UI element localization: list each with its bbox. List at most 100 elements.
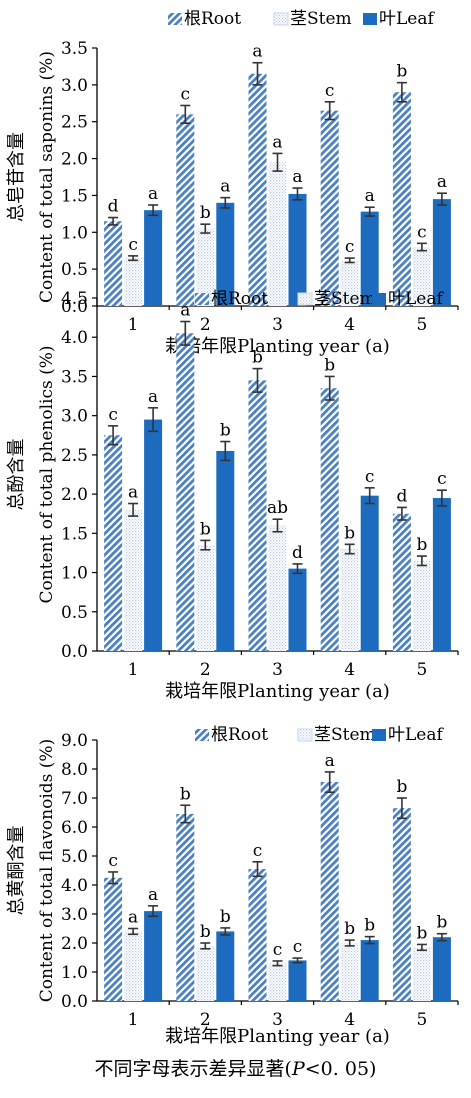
- y-tick-label-4: 2.0: [61, 150, 88, 170]
- y-tick-label-0: 0.0: [61, 297, 88, 317]
- bar-s1-c3: [248, 73, 267, 306]
- significance-letter-s3-c4: c: [365, 467, 375, 487]
- significance-letter-s1-c5: b: [396, 62, 407, 82]
- y-tick-label-2: 1.0: [61, 564, 88, 584]
- bar-s1-c1: [104, 221, 123, 306]
- y-tick-label-0: 0.0: [61, 992, 88, 1012]
- significance-letter-s1-c4: c: [325, 81, 335, 101]
- significance-letter-s1-c5: b: [396, 777, 407, 797]
- significance-letter-s1-c3: a: [252, 42, 262, 62]
- x-tick-label-2: 3: [272, 660, 283, 680]
- bar-s2-c1: [124, 509, 143, 651]
- bar-s2-c2: [196, 945, 215, 1001]
- significance-letter-s2-c5: b: [416, 535, 427, 555]
- legend: 根Root 茎Stem 叶Leaf: [168, 9, 435, 29]
- bar-s2-c3: [268, 963, 287, 1001]
- significance-letter-s2-c4: c: [345, 237, 355, 257]
- chart-panel-2: 根Root 茎Stem 叶Leaf 0.0 0.5 1.0 1.5 2.0 2.5 3.0 3.5 4…: [6, 289, 459, 702]
- bar-s2-c2: [196, 545, 215, 651]
- significance-letter-s2-c3: ab: [267, 498, 288, 518]
- legend-label-1: 根Root: [184, 9, 241, 29]
- significance-letter-s2-c5: c: [417, 222, 427, 242]
- legend-swatch-3: [363, 13, 377, 25]
- legend-swatch-2: [273, 12, 289, 26]
- charts-group: 根Root 茎Stem 叶Leaf 0.0 0.5 1.0 1.5 2.0 2.5 3.0 3.5 1…: [6, 9, 459, 1047]
- significance-letter-s3-c1: a: [148, 184, 158, 204]
- significance-letter-s3-c5: a: [437, 172, 447, 192]
- bar-s3-c2: [216, 450, 235, 651]
- significance-letter-s1-c1: c: [108, 851, 118, 871]
- y-tick-label-6: 3.0: [61, 76, 88, 96]
- significance-letter-s2-c2: b: [200, 203, 211, 223]
- y-axis-label-line-1: 总酚含量: [6, 439, 27, 511]
- y-tick-label-0: 0.0: [61, 642, 88, 662]
- bar-s2-c5: [412, 560, 431, 651]
- legend: 根Root 茎Stem 叶Leaf: [195, 725, 444, 745]
- significance-letter-s3-c2: a: [220, 177, 230, 197]
- bar-s2-c1: [124, 931, 143, 1001]
- legend-swatch-2: [297, 728, 313, 742]
- bar-s3-c4: [360, 211, 379, 306]
- bar-s3-c1: [144, 419, 163, 651]
- significance-letter-s1-c3: c: [253, 841, 263, 861]
- y-tick-label-6: 3.0: [61, 407, 88, 427]
- legend-swatch-1: [195, 729, 209, 741]
- x-tick-label-3: 4: [344, 315, 355, 335]
- significance-letter-s1-c2: b: [180, 784, 191, 804]
- y-tick-label-3: 1.5: [61, 186, 88, 206]
- y-tick-label-1: 1.0: [61, 963, 88, 983]
- significance-letter-s2-c1: a: [128, 483, 138, 503]
- x-tick-label-2: 3: [272, 1010, 283, 1030]
- bar-s3-c1: [144, 911, 163, 1001]
- legend-label-3: 叶Leaf: [388, 725, 444, 745]
- significance-letter-s2-c4: b: [344, 919, 355, 939]
- legend-swatch-3: [372, 729, 386, 741]
- y-tick-label-3: 1.5: [61, 524, 88, 544]
- significance-letter-s2-c2: b: [200, 922, 211, 942]
- significance-letter-s1-c4: a: [325, 751, 335, 771]
- significance-letter-s3-c2: b: [220, 907, 231, 927]
- y-tick-label-7: 3.5: [61, 39, 88, 59]
- legend-label-3: 叶Leaf: [388, 289, 444, 309]
- significance-letter-s1-c5: d: [396, 486, 407, 506]
- legend-swatch-3: [372, 293, 386, 305]
- bar-s2-c5: [412, 247, 431, 306]
- significance-letter-s3-c4: a: [365, 186, 375, 206]
- legend-label-1: 根Root: [211, 289, 268, 309]
- x-axis-label: 栽培年限Planting year (a): [165, 681, 390, 702]
- x-tick-label-0: 1: [128, 660, 139, 680]
- legend-label-1: 根Root: [211, 725, 268, 745]
- y-tick-label-1: 0.5: [61, 260, 88, 280]
- bar-s3-c4: [360, 940, 379, 1001]
- significance-letter-s2-c3: c: [273, 940, 283, 960]
- y-tick-label-2: 2.0: [61, 934, 88, 954]
- bar-s1-c2: [176, 114, 195, 306]
- x-tick-label-4: 5: [416, 660, 427, 680]
- significance-letter-s2-c4: b: [344, 523, 355, 543]
- significance-letter-s3-c3: c: [293, 937, 303, 957]
- y-tick-label-5: 2.5: [61, 113, 88, 133]
- legend-label-2: 茎Stem: [314, 725, 376, 745]
- bar-s3-c1: [144, 210, 163, 306]
- x-tick-label-1: 2: [200, 1010, 211, 1030]
- y-tick-label-6: 6.0: [61, 818, 88, 838]
- significance-letter-s1-c4: b: [324, 355, 335, 375]
- footnote-p: P: [291, 1058, 305, 1080]
- significance-letter-s2-c1: a: [128, 908, 138, 928]
- bar-s2-c4: [340, 943, 359, 1001]
- x-tick-label-2: 3: [272, 315, 283, 335]
- bar-s2-c3: [268, 525, 287, 651]
- bar-s1-c3: [248, 380, 267, 651]
- significance-letter-s1-c2: c: [181, 84, 191, 104]
- legend-label-2: 茎Stem: [290, 9, 352, 29]
- bar-s1-c1: [104, 877, 123, 1001]
- y-tick-label-5: 5.0: [61, 847, 88, 867]
- y-tick-label-3: 3.0: [61, 905, 88, 925]
- bar-s3-c5: [432, 937, 451, 1001]
- y-axis-label-line-1: 总黄酮含量: [6, 826, 27, 916]
- y-axis-label-line-2: Content of total phenolics (%): [37, 345, 57, 603]
- chart-panel-3: 根Root 茎Stem 叶Leaf 0.0 1.0 2.0 3.0 4.0 5.0 6.0 7.0 8…: [6, 725, 459, 1047]
- y-tick-label-8: 8.0: [61, 760, 88, 780]
- bar-s1-c4: [320, 110, 339, 307]
